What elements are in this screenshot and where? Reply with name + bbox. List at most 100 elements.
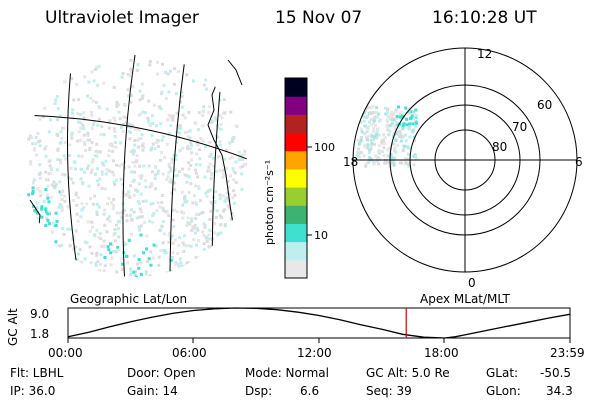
speckle-pixel — [80, 202, 84, 206]
speckle-pixel — [85, 241, 89, 245]
speckle-pixel — [83, 257, 87, 261]
speckle-pixel — [91, 158, 95, 161]
x-tick-0600: 06:00 — [172, 346, 207, 360]
speckle-pixel — [121, 262, 125, 266]
speckle-pixel — [228, 156, 232, 160]
speckle-pixel — [183, 196, 186, 200]
speckle-pixel — [360, 130, 364, 134]
geo-panel-caption: Geographic Lat/Lon — [70, 292, 188, 306]
speckle-pixel — [114, 223, 118, 227]
speckle-pixel — [121, 130, 125, 133]
speckle-pixel — [182, 243, 186, 247]
speckle-pixel — [156, 171, 160, 175]
speckle-pixel — [36, 211, 39, 215]
speckle-pixel — [113, 129, 117, 133]
speckle-pixel — [199, 136, 203, 140]
speckle-pixel — [197, 185, 201, 189]
speckle-pixel — [34, 142, 38, 146]
speckle-pixel — [63, 80, 67, 84]
speckle-pixel — [91, 99, 95, 103]
speckle-pixel — [195, 226, 199, 230]
speckle-pixel — [165, 210, 169, 214]
speckle-pixel — [218, 197, 222, 201]
speckle-pixel — [81, 123, 85, 127]
polar-intensity-speckle — [355, 105, 418, 168]
speckle-pixel — [209, 121, 213, 124]
glon-label: GLon: — [486, 384, 521, 398]
speckle-pixel — [386, 154, 390, 158]
speckle-pixel — [85, 202, 89, 206]
speckle-pixel — [77, 154, 81, 158]
speckle-pixel — [220, 116, 224, 120]
speckle-pixel — [197, 186, 201, 190]
speckle-pixel — [149, 202, 153, 206]
speckle-pixel — [171, 114, 175, 118]
speckle-pixel — [38, 190, 42, 193]
speckle-pixel — [129, 67, 133, 71]
speckle-pixel — [127, 190, 131, 194]
speckle-pixel — [70, 77, 74, 81]
speckle-pixel — [391, 112, 395, 116]
speckle-pixel — [376, 157, 380, 161]
speckle-pixel — [126, 194, 130, 198]
speckle-pixel — [111, 207, 115, 210]
speckle-pixel — [214, 190, 218, 194]
speckle-pixel — [150, 146, 154, 150]
speckle-pixel — [129, 267, 132, 271]
colorbar-band — [285, 114, 307, 134]
speckle-pixel — [114, 239, 117, 243]
speckle-pixel — [95, 228, 99, 232]
speckle-pixel — [414, 155, 418, 159]
app-title: Ultraviolet Imager — [45, 8, 199, 28]
speckle-pixel — [97, 269, 101, 273]
speckle-pixel — [149, 263, 153, 267]
speckle-pixel — [180, 90, 184, 94]
speckle-pixel — [151, 202, 155, 206]
speckle-pixel — [161, 172, 165, 176]
speckle-pixel — [173, 174, 177, 178]
speckle-pixel — [180, 210, 184, 214]
speckle-pixel — [177, 243, 181, 247]
speckle-pixel — [90, 110, 94, 114]
speckle-pixel — [132, 193, 136, 197]
speckle-pixel — [110, 243, 114, 247]
speckle-pixel — [195, 152, 198, 156]
speckle-pixel — [44, 207, 48, 211]
speckle-pixel — [167, 162, 171, 166]
speckle-pixel — [363, 115, 366, 119]
speckle-pixel — [95, 142, 99, 146]
speckle-pixel — [177, 126, 181, 130]
speckle-pixel — [394, 139, 398, 142]
speckle-pixel — [160, 138, 164, 142]
gc-alt-info: GC Alt: 5.0 Re — [366, 366, 450, 380]
speckle-pixel — [357, 142, 361, 146]
speckle-pixel — [137, 128, 141, 132]
speckle-pixel — [133, 139, 137, 142]
speckle-pixel — [62, 127, 66, 131]
speckle-pixel — [102, 269, 106, 273]
speckle-pixel — [355, 121, 359, 125]
speckle-pixel — [107, 196, 111, 200]
speckle-pixel — [407, 107, 411, 111]
speckle-pixel — [404, 106, 408, 110]
speckle-pixel — [402, 144, 406, 148]
speckle-pixel — [190, 143, 194, 147]
speckle-pixel — [103, 264, 107, 268]
speckle-pixel — [410, 114, 414, 118]
speckle-pixel — [368, 156, 372, 160]
speckle-pixel — [105, 168, 109, 172]
speckle-pixel — [66, 205, 70, 209]
speckle-pixel — [97, 205, 101, 209]
speckle-pixel — [218, 214, 222, 218]
speckle-pixel — [412, 110, 416, 114]
speckle-pixel — [239, 154, 243, 158]
speckle-pixel — [187, 167, 191, 171]
speckle-pixel — [194, 121, 198, 125]
speckle-pixel — [229, 225, 233, 229]
speckle-pixel — [202, 105, 206, 109]
dsp-value: 6.6 — [300, 384, 320, 398]
speckle-pixel — [385, 123, 389, 127]
speckle-pixel — [96, 260, 100, 264]
speckle-pixel — [162, 209, 166, 212]
speckle-pixel — [47, 210, 51, 214]
